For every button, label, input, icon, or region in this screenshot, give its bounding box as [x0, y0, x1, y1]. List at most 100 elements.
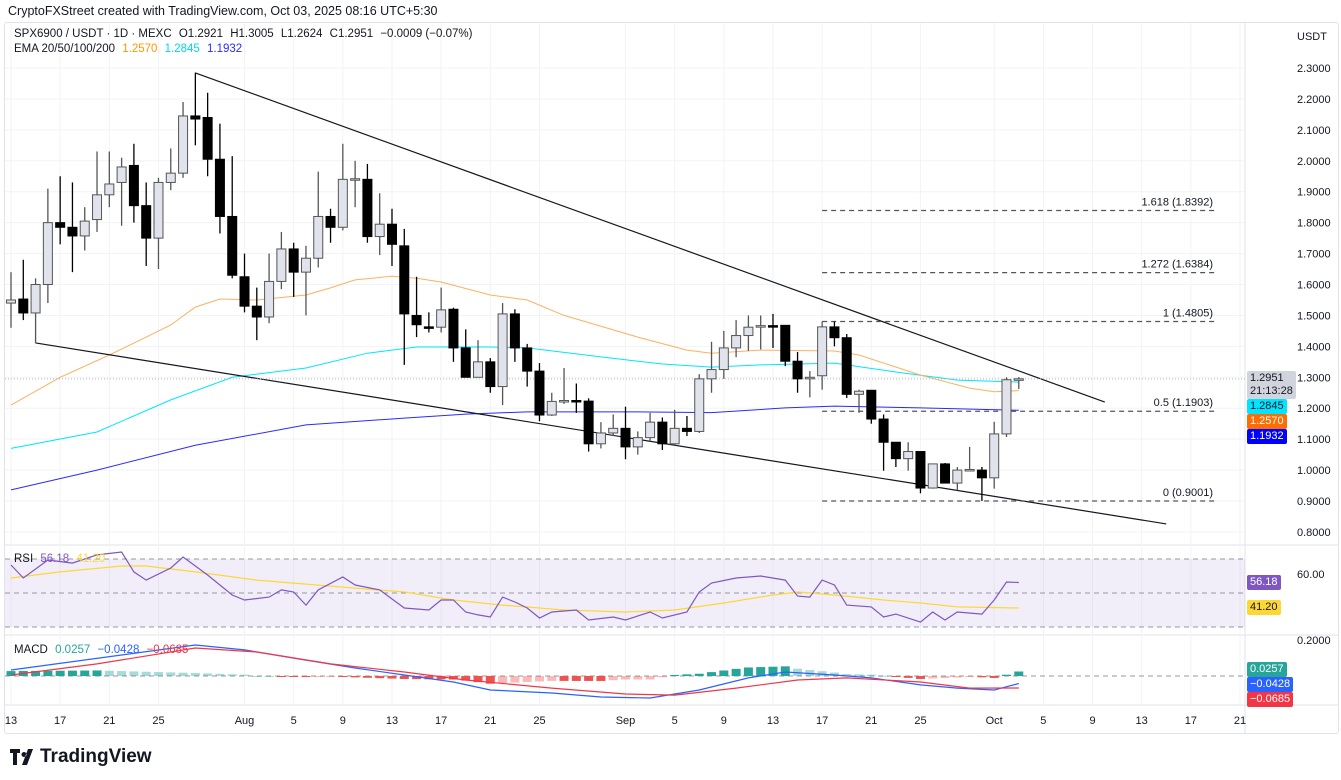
candle [337, 143, 348, 231]
candle [657, 417, 668, 450]
macd-histogram-bar [534, 676, 544, 682]
candle-body [767, 325, 778, 328]
time-tick-label: 21 [865, 715, 877, 727]
macd-histogram-bar [461, 676, 471, 681]
fib-level-label: 0.5 (1.1903) [1154, 397, 1213, 409]
macd-histogram-bar [485, 676, 495, 684]
candle-body [583, 400, 594, 445]
bar-countdown: 21:13:28 [1250, 385, 1293, 397]
ema100-price-label: 1.2845 [1247, 399, 1287, 414]
candle-body [6, 299, 16, 304]
macd-histogram-bar [215, 673, 225, 676]
candle [202, 92, 213, 177]
candle [1013, 377, 1024, 389]
macd-histogram-bar [817, 671, 827, 676]
macd-histogram-bar [707, 672, 717, 676]
time-tick-label: Oct [986, 715, 1003, 727]
candle-body [632, 437, 643, 448]
candle [362, 163, 373, 243]
symbol-label[interactable]: SPX6900 / USDT · 1D · MEXC [14, 28, 172, 40]
candle [288, 242, 299, 297]
time-tick-label: 13 [767, 715, 779, 727]
high-value: H1.3005 [230, 28, 274, 40]
candle [18, 259, 29, 321]
time-tick-label: 25 [914, 715, 926, 727]
macd-histogram-bar [129, 671, 139, 676]
macd-histogram-bar [928, 676, 938, 679]
time-tick-label: 5 [1040, 715, 1046, 727]
currency-label[interactable]: USDT [1297, 31, 1327, 43]
fib-level-label: 1.618 (1.8392) [1141, 197, 1213, 209]
macd-histogram-bar [412, 676, 422, 680]
macd-histogram-bar [350, 676, 360, 678]
rsi-legend[interactable]: RSI 56.18 41.20 [14, 553, 109, 565]
macd-legend[interactable]: MACD 0.0257 −0.0428 −0.0685 [14, 644, 192, 656]
candle-body [386, 223, 397, 245]
candle-body [780, 324, 791, 362]
chart-frame [4, 22, 1339, 734]
candle [571, 383, 582, 413]
ema200-value: 1.1932 [207, 43, 243, 55]
candle [214, 123, 225, 234]
candle [878, 414, 889, 471]
time-tick-label: 17 [816, 715, 828, 727]
candle-body [411, 314, 422, 326]
candle-body [854, 390, 865, 395]
macd-histogram-bar [31, 670, 41, 676]
macd-histogram-bar [375, 676, 385, 679]
chart-credit: CryptoFXStreet created with TradingView.… [8, 4, 438, 18]
candle [595, 422, 606, 449]
macd-histogram-bar [510, 676, 520, 683]
candle-body [731, 335, 742, 349]
candle [743, 315, 754, 352]
candle [976, 466, 987, 502]
candle-body [866, 389, 877, 420]
macd-histogram-bar [1014, 671, 1024, 676]
macd-histogram-bar [965, 676, 975, 677]
candle-body [1013, 378, 1024, 381]
candle-body [706, 369, 717, 380]
price-tick-label: 0.9000 [1297, 496, 1331, 508]
rsi-ma-value: 41.20 [76, 553, 106, 565]
candle [1001, 377, 1012, 437]
candle [92, 151, 103, 232]
rsi-ma-line [10, 565, 1019, 613]
ema-legend[interactable]: EMA 20/50/100/200 1.2570 1.2845 1.1932 [14, 43, 246, 55]
macd-hist-value: 0.0257 [55, 644, 91, 656]
candle [780, 324, 791, 367]
tradingview-logo[interactable]: TradingView [10, 746, 152, 768]
fib-level-label: 0 (0.9001) [1163, 487, 1213, 499]
macd-hist-label: 0.0257 [1247, 662, 1287, 677]
macd-histogram-bar [854, 674, 864, 676]
candle-body [67, 226, 78, 237]
macd-histogram-bar [866, 674, 876, 676]
macd-histogram-bar [203, 673, 213, 676]
price-tick-label: 2.2000 [1297, 94, 1331, 106]
candle [473, 340, 484, 378]
candle-body [374, 223, 385, 238]
candle-body [214, 158, 225, 217]
rsi-line [10, 551, 1019, 623]
candle [767, 313, 778, 348]
candle-body [128, 164, 139, 207]
candle [165, 148, 176, 191]
ema50-price-label: 1.2570 [1247, 414, 1287, 429]
candle-body [116, 166, 127, 183]
macd-histogram-bar [682, 674, 692, 676]
price-tick-label: 1.2000 [1297, 403, 1331, 415]
candle [940, 462, 951, 484]
candle [251, 287, 262, 341]
time-tick-label: Sep [616, 715, 636, 727]
macd-histogram-bar [989, 676, 999, 678]
candle-body [755, 325, 766, 328]
rsi-value: 56.18 [40, 553, 70, 565]
candle [792, 351, 803, 393]
candle [79, 207, 90, 251]
macd-histogram-bar [362, 676, 372, 678]
candle-body [989, 433, 1000, 479]
trendline [195, 72, 1106, 403]
candle [128, 143, 139, 223]
low-value: L1.2624 [280, 28, 323, 40]
candle [952, 466, 963, 491]
